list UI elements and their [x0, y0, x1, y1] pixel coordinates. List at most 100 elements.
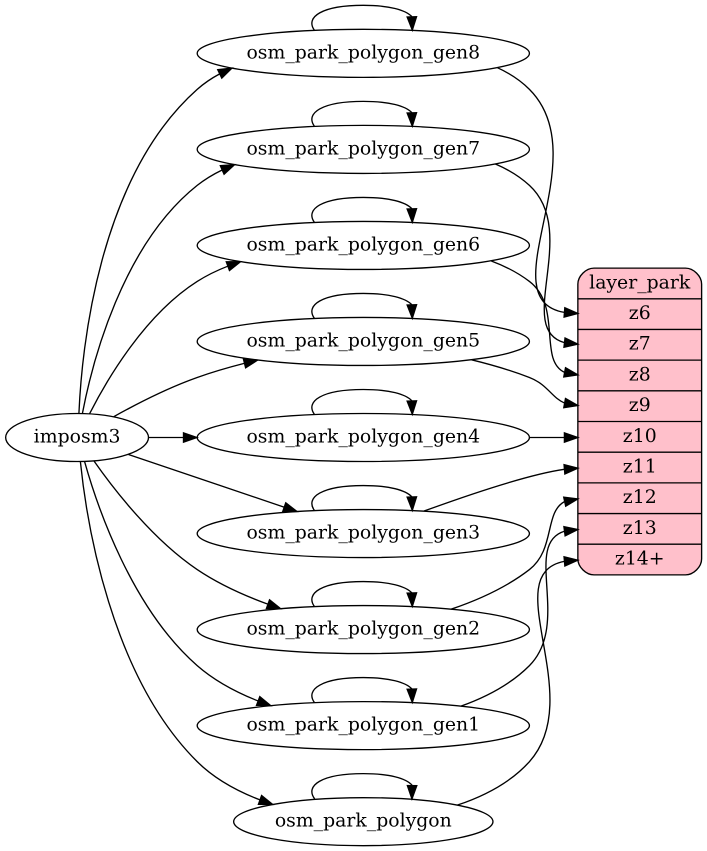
node-osm-park-polygon-gen7-shape: [196, 124, 531, 175]
edge-imposm3-to-osm-park-polygon-gen5: [113, 358, 260, 418]
node-osm-park-polygon-gen4: osm_park_polygon_gen4: [196, 412, 531, 463]
edge-osm-park-polygon-gen1-to-layer-park-z13: [460, 525, 580, 707]
node-osm-park-polygon-label: osm_park_polygon: [275, 811, 452, 832]
node-osm-park-polygon-gen2-label: osm_park_polygon_gen2: [246, 619, 480, 640]
edge-osm-park-polygon-gen1-self-loop-arrowhead: [406, 688, 418, 705]
edge-osm-park-polygon-gen4-self-loop-line: [311, 388, 413, 415]
edge-imposm3-to-osm-park-polygon-gen3-line: [128, 453, 285, 508]
node-layer-park: layer_park z6 z7 z8 z9 z10 z11 z12 z13 z…: [577, 267, 703, 576]
edge-imposm3-to-osm-park-polygon-gen6-arrowhead: [225, 260, 243, 272]
edge-imposm3-to-osm-park-polygon-gen2: [93, 460, 283, 610]
node-osm-park-polygon-gen8-label: osm_park_polygon_gen8: [246, 42, 480, 63]
edge-osm-park-polygon-gen8-self-loop-line: [311, 4, 413, 31]
edge-imposm3-to-osm-park-polygon-gen2-line: [93, 460, 268, 605]
edge-osm-park-polygon-gen8-to-layer-park-z6: [497, 67, 580, 318]
edge-imposm3-to-osm-park-polygon-gen8-arrowhead: [216, 67, 234, 80]
edge-osm-park-polygon-gen5-self-loop-line: [311, 292, 413, 319]
node-osm-park-polygon-gen2: osm_park_polygon_gen2: [196, 604, 531, 655]
node-osm-park-polygon-gen1-shape: [196, 700, 531, 751]
edge-osm-park-polygon-gen1-self-loop-line: [311, 676, 413, 703]
edge-osm-park-polygon-gen4-to-layer-park-z10-arrowhead: [563, 431, 580, 444]
node-imposm3-shape: [4, 412, 150, 463]
layer-park-row-z13: z13: [623, 518, 657, 539]
node-osm-park-polygon-gen1-label: osm_park_polygon_gen1: [246, 715, 480, 736]
edge-osm-park-polygon-gen6-self-loop: [311, 196, 418, 225]
edge-imposm3-to-osm-park-polygon-gen1: [83, 461, 273, 707]
edge-osm-park-polygon-gen4-to-layer-park-z10: [529, 431, 580, 444]
node-osm-park-polygon-gen5: osm_park_polygon_gen5: [196, 316, 531, 367]
node-osm-park-polygon: osm_park_polygon: [232, 796, 494, 847]
edge-imposm3-to-osm-park-polygon-arrowhead: [257, 794, 275, 806]
edge-imposm3-to-osm-park-polygon-gen1-arrowhead: [255, 695, 273, 707]
node-imposm3-label: imposm3: [34, 427, 121, 448]
edge-osm-park-polygon-gen5-to-layer-park-z9: [471, 359, 580, 409]
edge-osm-park-polygon-self-loop-arrowhead: [406, 784, 418, 801]
node-osm-park-polygon-gen4-label: osm_park_polygon_gen4: [246, 427, 480, 448]
layer-park-row-z6: z6: [629, 303, 651, 324]
edge-osm-park-polygon-gen3-self-loop: [311, 484, 418, 513]
node-osm-park-polygon-gen2-shape: [196, 604, 531, 655]
edge-osm-park-polygon-gen1-to-layer-park-z13-line: [460, 530, 565, 707]
layer-park-row-z11: z11: [623, 457, 657, 478]
edge-osm-park-polygon-gen4-self-loop-arrowhead: [406, 400, 418, 417]
edge-osm-park-polygon-to-layer-park-z14-arrowhead: [563, 555, 580, 568]
edge-osm-park-polygon-gen5-to-layer-park-z9-line: [471, 359, 565, 404]
edge-osm-park-polygon-gen1-self-loop: [311, 676, 418, 705]
edge-osm-park-polygon-gen3-to-layer-park-z11: [423, 463, 580, 512]
edge-imposm3-to-osm-park-polygon-gen4: [148, 431, 199, 444]
edge-imposm3-to-osm-park-polygon-gen6: [89, 260, 243, 415]
edge-osm-park-polygon-self-loop: [311, 772, 418, 801]
edge-osm-park-polygon-gen3-self-loop-arrowhead: [406, 496, 418, 513]
edge-osm-park-polygon-gen6-to-layer-park-z8-line: [491, 260, 565, 373]
edge-imposm3-to-osm-park-polygon-gen2-arrowhead: [265, 598, 283, 610]
edge-osm-park-polygon-gen2-self-loop: [311, 580, 418, 609]
layer-park-row-z14: z14+: [615, 549, 665, 570]
edge-imposm3-to-osm-park-polygon-gen8: [78, 67, 234, 414]
edge-osm-park-polygon-gen7-to-layer-park-z7-line: [495, 163, 565, 344]
edge-imposm3-to-osm-park-polygon-gen6-line: [89, 265, 229, 415]
edge-osm-park-polygon-gen8-to-layer-park-z6-line: [497, 67, 565, 314]
edge-osm-park-polygon-gen8-to-layer-park-z6-arrowhead: [563, 306, 580, 318]
edge-imposm3-to-osm-park-polygon-gen7: [81, 163, 237, 414]
edge-osm-park-polygon-gen3-to-layer-park-z11-line: [423, 468, 565, 512]
node-osm-park-polygon-gen7-label: osm_park_polygon_gen7: [246, 138, 480, 159]
node-osm-park-polygon-gen3-label: osm_park_polygon_gen3: [246, 523, 480, 544]
edge-osm-park-polygon-to-layer-park-z14: [457, 555, 580, 806]
edge-imposm3-to-osm-park-polygon-line: [79, 461, 261, 801]
node-osm-park-polygon-gen8-shape: [196, 28, 531, 79]
layer-park-row-z10: z10: [623, 426, 657, 447]
edge-osm-park-polygon-gen7-to-layer-park-z7-arrowhead: [563, 336, 580, 349]
layer-park-title: layer_park: [589, 272, 691, 293]
edge-osm-park-polygon-gen2-self-loop-arrowhead: [406, 592, 418, 609]
node-osm-park-polygon-gen6: osm_park_polygon_gen6: [196, 220, 531, 271]
edge-osm-park-polygon-gen6-self-loop-arrowhead: [406, 208, 418, 225]
edge-osm-park-polygon-self-loop-line: [311, 772, 413, 800]
edge-osm-park-polygon-gen3-to-layer-park-z11-arrowhead: [563, 463, 580, 475]
node-osm-park-polygon-gen1: osm_park_polygon_gen1: [196, 700, 531, 751]
edge-imposm3-to-osm-park-polygon-gen7-arrowhead: [219, 163, 237, 176]
layer-park-row-z8: z8: [629, 364, 651, 385]
edge-osm-park-polygon-gen3-self-loop-line: [311, 484, 413, 511]
edge-osm-park-polygon-gen6-to-layer-park-z8-arrowhead: [562, 366, 580, 378]
layer-park-row-z12: z12: [623, 487, 657, 508]
edge-osm-park-polygon-gen1-to-layer-park-z13-arrowhead: [563, 525, 580, 537]
node-osm-park-polygon-gen5-label: osm_park_polygon_gen5: [246, 330, 480, 351]
edge-osm-park-polygon-to-layer-park-z14-line: [457, 560, 565, 806]
edge-osm-park-polygon-gen5-to-layer-park-z9-arrowhead: [562, 397, 580, 409]
edge-imposm3-to-osm-park-polygon-gen3-arrowhead: [281, 501, 299, 513]
edge-imposm3-to-osm-park-polygon-gen5-arrowhead: [242, 358, 260, 369]
edge-imposm3-to-osm-park-polygon: [79, 461, 275, 806]
edge-osm-park-polygon-gen7-self-loop: [311, 100, 418, 129]
edge-osm-park-polygon-gen8-self-loop: [311, 4, 418, 33]
edge-osm-park-polygon-gen2-self-loop-line: [311, 580, 413, 607]
node-osm-park-polygon-gen3: osm_park_polygon_gen3: [196, 508, 531, 559]
edge-imposm3-to-osm-park-polygon-gen5-line: [113, 362, 245, 418]
node-imposm3: imposm3: [4, 412, 150, 463]
edge-osm-park-polygon-gen5-self-loop-arrowhead: [406, 304, 418, 321]
edge-osm-park-polygon-gen7-self-loop-line: [311, 100, 413, 127]
node-osm-park-polygon-gen6-shape: [196, 220, 531, 271]
edge-osm-park-polygon-gen7-self-loop-arrowhead: [406, 111, 418, 129]
edge-osm-park-polygon-gen6-to-layer-park-z8: [491, 260, 580, 378]
edge-osm-park-polygon-gen2-to-layer-park-z12-arrowhead: [562, 496, 580, 508]
